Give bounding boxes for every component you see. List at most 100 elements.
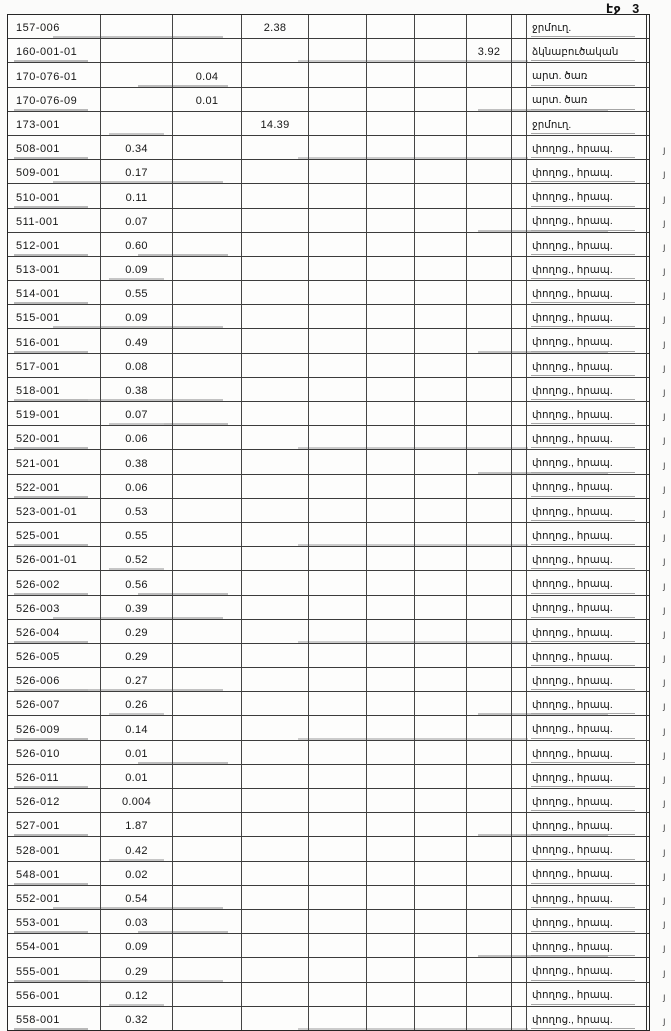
table-row: 526-006 0.27 փողոց., հրապ. յ: [8, 668, 666, 693]
cell-c4: [309, 87, 367, 111]
cell-c6: [415, 402, 467, 426]
cell-c8: [512, 934, 527, 958]
cell-c1: 0.01: [101, 764, 173, 788]
cell-c6: [415, 135, 467, 160]
cell-c8: [512, 764, 527, 788]
cell-c1: 0.52: [101, 547, 173, 571]
cell-label: փողոց., հրապ.: [527, 498, 647, 522]
cell-c2: [173, 498, 242, 522]
table-row: 527-001 1.87 փողոց., հրապ. յ: [8, 813, 666, 838]
cell-c2: [173, 813, 242, 837]
cell-label: արտ. ծառ: [527, 63, 647, 87]
cell-c3: [242, 402, 309, 426]
cell-c7: [467, 402, 512, 426]
cell-c3: [242, 813, 309, 837]
cell-c8: [512, 353, 527, 377]
table-row: 555-001 0.29 փողոց., հրապ. յ: [8, 958, 666, 983]
cell-c5: [367, 571, 415, 595]
cell-c8: [512, 861, 527, 885]
cut-off-edge-mark: յ: [663, 556, 666, 568]
cell-c5: [367, 1006, 415, 1030]
table-row: 512-001 0.60 փողոց., հրապ. յ: [8, 232, 666, 257]
cell-code: 511-001: [8, 208, 101, 232]
cell-c6: [415, 281, 467, 305]
cell-c6: [415, 982, 467, 1006]
cell-c6: [415, 595, 467, 619]
cell-c2: [173, 643, 242, 668]
cell-label: փողոց., հրապ.: [527, 353, 647, 377]
cell-c2: [173, 909, 242, 934]
table-row: 526-005 0.29 փողոց., հրապ. յ: [8, 643, 666, 669]
cell-c6: [415, 256, 467, 281]
cell-c1: 0.17: [101, 160, 173, 184]
cell-c5: [367, 740, 415, 764]
cell-c2: [173, 740, 242, 764]
cell-c6: [415, 63, 467, 87]
cell-code: 526-010: [8, 740, 101, 764]
table-row: 526-012 0.004 փողոց., հրապ. յ: [8, 789, 666, 814]
cell-c6: [415, 1006, 467, 1030]
cell-label: փողոց., հրապ.: [527, 595, 647, 619]
cell-c5: [367, 450, 415, 474]
cell-c6: [415, 643, 467, 668]
cut-off-edge-mark: յ: [663, 991, 666, 1003]
table-row: 173-001 14.39 ջրմուղ.: [8, 111, 649, 136]
cell-c8: [512, 111, 527, 135]
cell-c3: [242, 522, 309, 547]
table-row: 516-001 0.49 փողոց., հրապ. յ: [8, 329, 666, 354]
cell-c4: [309, 740, 367, 764]
cell-c2: [173, 426, 242, 450]
cell-c7: [467, 329, 512, 353]
cell-code: 558-001: [8, 1006, 101, 1030]
cell-c3: [242, 135, 309, 160]
cell-c2: [173, 160, 242, 184]
cell-c6: [415, 934, 467, 958]
cell-c8: [512, 837, 527, 861]
cell-c1: 0.27: [101, 668, 173, 692]
cell-label: փողոց., հրապ.: [527, 909, 647, 934]
cell-c4: [309, 15, 367, 39]
cell-c2: [173, 135, 242, 160]
cell-c4: [309, 232, 367, 256]
cell-c2: [173, 885, 242, 909]
cell-c6: [415, 522, 467, 547]
cell-c6: [415, 184, 467, 208]
table-row: 522-001 0.06 փողոց., հրապ. յ: [8, 474, 666, 499]
cell-c3: [242, 474, 309, 498]
cell-c1: 0.49: [101, 329, 173, 353]
cell-c7: [467, 571, 512, 595]
cell-code: 515-001: [8, 305, 101, 329]
table-row: 528-001 0.42 փողոց., հրապ. յ: [8, 837, 666, 862]
cell-label: փողոց., հրապ.: [527, 256, 647, 281]
cell-c7: [467, 909, 512, 934]
cell-label: փողոց., հրապ.: [527, 934, 647, 958]
cell-label: արտ. ծառ: [527, 87, 647, 111]
cell-c3: [242, 643, 309, 668]
cell-c3: [242, 740, 309, 764]
cell-label: փողոց., հրապ.: [527, 692, 647, 716]
table-row: 521-001 0.38 փողոց., հրապ. յ: [8, 450, 666, 475]
cell-c1: 0.32: [101, 1006, 173, 1030]
cell-label: փողոց., հրապ.: [527, 861, 647, 885]
cell-code: 516-001: [8, 329, 101, 353]
cell-label: փողոց., հրապ.: [527, 160, 647, 184]
cell-c7: [467, 764, 512, 788]
cell-code: 554-001: [8, 934, 101, 958]
cell-label: փողոց., հրապ.: [527, 522, 647, 547]
cell-code: 526-001-01: [8, 547, 101, 571]
cell-c4: [309, 595, 367, 619]
cell-c3: [242, 160, 309, 184]
cell-c7: [467, 208, 512, 232]
cell-code: 522-001: [8, 474, 101, 498]
cell-label: փողոց., հրապ.: [527, 377, 647, 401]
cell-c1: 0.55: [101, 281, 173, 305]
cell-c5: [367, 789, 415, 813]
cell-c5: [367, 111, 415, 135]
cell-c6: [415, 208, 467, 232]
cell-c7: [467, 668, 512, 692]
table-row: 526-007 0.26 փողոց., հրապ. յ: [8, 692, 666, 717]
cell-label: փողոց., հրապ.: [527, 402, 647, 426]
cell-c3: [242, 934, 309, 958]
cell-c7: [467, 450, 512, 474]
cell-c4: [309, 135, 367, 160]
